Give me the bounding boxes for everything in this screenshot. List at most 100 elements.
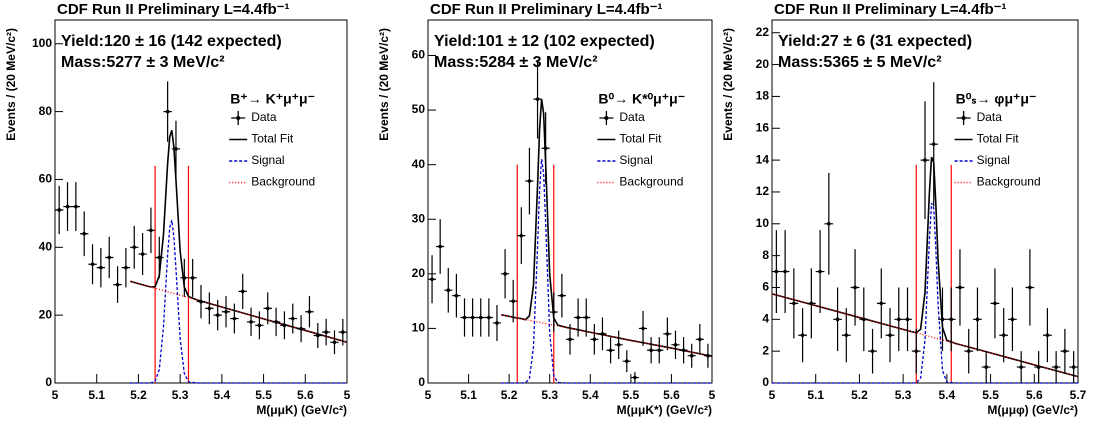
y-tick-label: 18 <box>756 89 770 103</box>
data-point <box>115 282 120 287</box>
annotation: Mass:5284 ± 3 MeV/c² <box>434 54 598 71</box>
data-point <box>543 146 548 151</box>
data-point <box>519 233 524 238</box>
x-tick-label: 5 <box>52 388 59 402</box>
data-point <box>174 147 178 151</box>
data-point <box>215 313 220 317</box>
data-point <box>931 142 936 146</box>
x-tick-label: 5.6 <box>663 388 680 402</box>
data-point <box>282 323 287 328</box>
data-point <box>1036 365 1041 369</box>
x-tick-label: 5.2 <box>130 388 147 402</box>
data-point <box>240 289 245 294</box>
data-point <box>430 277 434 282</box>
y-axis-label: Events / (20 MeV/c²) <box>377 28 391 141</box>
data-point <box>324 330 328 334</box>
data-point <box>633 375 637 380</box>
data-point <box>827 221 831 226</box>
data-point <box>600 332 605 336</box>
x-tick-label: 5.2 <box>501 388 518 402</box>
data-point <box>341 330 345 334</box>
data-point <box>783 269 787 274</box>
chart-title: CDF Run II Preliminary L=4.4fb⁻¹ <box>430 1 663 18</box>
y-tick-label: 0 <box>762 375 769 389</box>
data-point <box>592 337 597 342</box>
data-point <box>993 301 997 306</box>
data-point <box>809 301 814 306</box>
x-tick-label: 5.1 <box>88 388 105 402</box>
y-tick-label: 0 <box>418 375 425 389</box>
data-point <box>462 315 467 320</box>
data-point <box>551 310 556 314</box>
data-point <box>57 208 61 212</box>
x-tick-label: 5.5 <box>255 388 272 402</box>
x-tick-label: 5.6 <box>1026 388 1043 402</box>
fit-curve <box>771 293 1079 378</box>
x-tick-label: 5.2 <box>851 388 868 402</box>
panel: CDF Run II Preliminary L=4.4fb⁻¹ Events /… <box>377 1 715 417</box>
data-point <box>940 317 945 322</box>
y-tick-label: 12 <box>756 184 770 198</box>
data-point <box>290 316 295 321</box>
data-point <box>689 353 694 358</box>
y-tick-label: 2 <box>762 343 769 357</box>
data-point <box>132 245 137 250</box>
legend-label: Background <box>977 175 1041 189</box>
data-point <box>207 306 212 311</box>
data-point <box>914 349 919 353</box>
panel: CDF Run II Preliminary L=4.4fb⁻¹ Events /… <box>721 1 1086 417</box>
data-point <box>616 342 621 347</box>
data-point <box>182 276 187 280</box>
data-point <box>1063 349 1067 353</box>
fit-curve <box>130 219 347 384</box>
data-point <box>74 204 78 209</box>
chart-title: CDF Run II Preliminary L=4.4fb⁻¹ <box>57 1 290 18</box>
y-tick-label: 40 <box>39 239 53 253</box>
y-tick-label: 0 <box>45 375 52 389</box>
data-point <box>870 349 875 353</box>
data-point <box>224 309 228 314</box>
x-axis-label: M(μμK) (GeV/c²) <box>256 403 347 417</box>
x-axis-label: M(μμK*) (GeV/c²) <box>617 403 712 417</box>
frame <box>771 19 1079 384</box>
y-tick-label: 22 <box>756 25 770 39</box>
y-tick-label: 30 <box>412 211 426 225</box>
data-point <box>576 315 580 320</box>
data-point <box>307 309 312 314</box>
x-tick-label: 5.3 <box>895 388 912 402</box>
legend-label: Background <box>619 175 683 189</box>
x-tick-label: 5.1 <box>460 388 477 402</box>
fit-curve <box>500 99 713 358</box>
x-tick-label: 5.5 <box>982 388 999 402</box>
data-point <box>774 269 779 274</box>
panel: CDF Run II Preliminary L=4.4fb⁻¹ Events /… <box>4 1 350 417</box>
data-point <box>1054 365 1058 369</box>
y-tick-label: 60 <box>39 172 53 186</box>
legend-label: Signal <box>977 153 1010 167</box>
data-point <box>140 252 145 256</box>
data-point <box>792 301 796 306</box>
data-point <box>199 299 203 304</box>
data-point <box>487 315 491 320</box>
data-point <box>1071 365 1076 369</box>
data-point <box>82 231 86 236</box>
x-tick-label: 5.5 <box>623 388 640 402</box>
data-point <box>862 317 866 322</box>
x-tick-label: 5.1 <box>807 388 824 402</box>
data-point <box>190 276 195 280</box>
x-tick-label: 5 <box>769 388 776 402</box>
data-point <box>984 365 988 369</box>
data-point <box>249 320 253 324</box>
data-point <box>625 359 629 363</box>
y-tick-label: 14 <box>756 152 770 166</box>
data-point <box>1001 333 1006 338</box>
data-point <box>470 315 475 320</box>
data-point <box>1028 285 1032 290</box>
legend-label: Data <box>977 110 1003 124</box>
y-axis-label: Events / (20 MeV/c²) <box>721 28 735 141</box>
y-tick-label: 10 <box>756 216 770 230</box>
fit-curve <box>772 202 1078 384</box>
y-tick-label: 50 <box>412 102 426 116</box>
annotation: Mass:5365 ± 5 MeV/c² <box>778 54 942 71</box>
